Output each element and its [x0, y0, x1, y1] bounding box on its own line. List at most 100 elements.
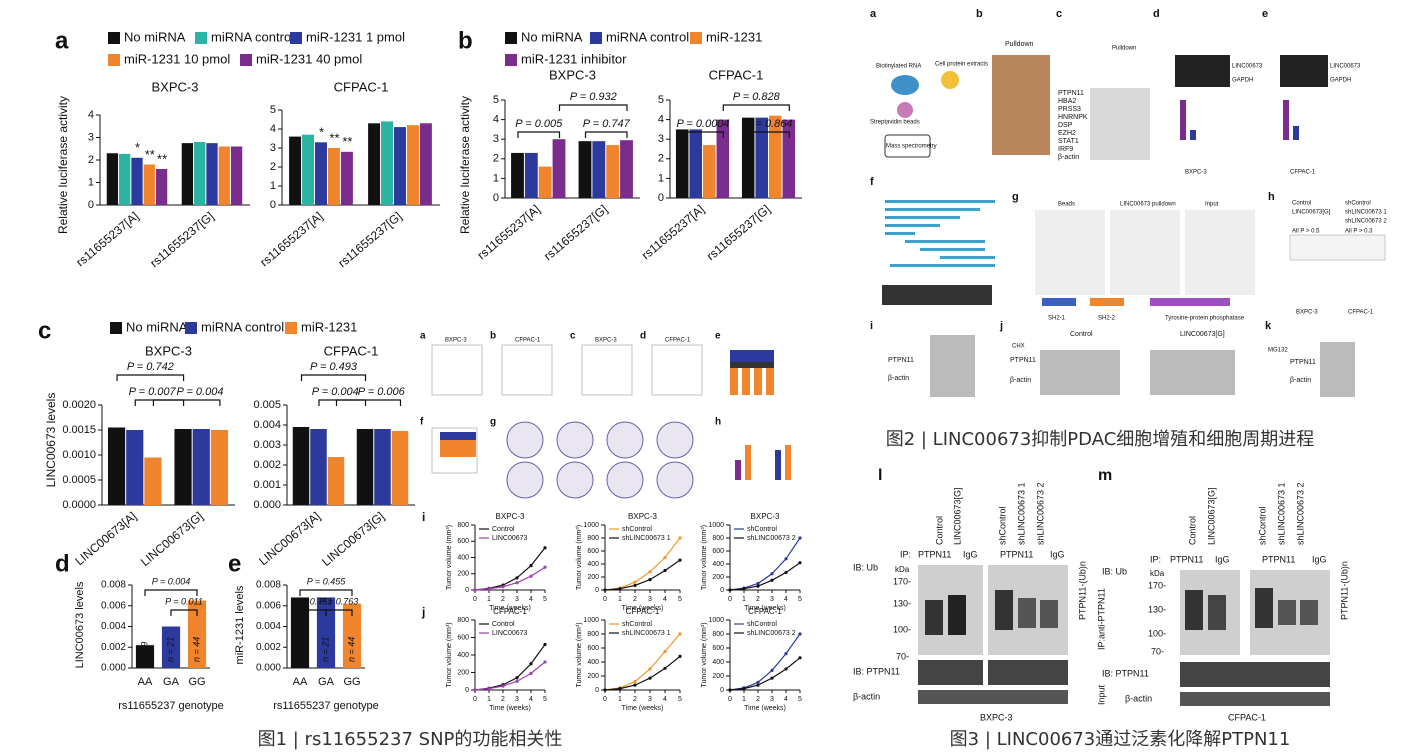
- x-tick-label: LINC00673[A]: [72, 509, 139, 568]
- point: [529, 574, 533, 578]
- point: [501, 585, 505, 589]
- y-tick-label: 1: [658, 172, 664, 184]
- bar: [230, 146, 243, 205]
- label: CFPAC-1: [1228, 712, 1266, 722]
- plate: [606, 421, 644, 459]
- point: [487, 587, 491, 591]
- x-tick-label: 5: [543, 696, 547, 703]
- fig1-stacked-bars: [440, 350, 774, 457]
- bracket: [300, 374, 367, 381]
- x-tick-label: LINC00673[A]: [256, 509, 323, 568]
- point: [633, 583, 637, 588]
- point: [515, 581, 519, 585]
- y-tick-label: 600: [712, 645, 724, 652]
- legend-label: shControl: [747, 526, 777, 533]
- bar: [524, 152, 538, 198]
- bar-label: n = 44: [191, 637, 201, 662]
- x-tick-label: 1: [487, 696, 491, 703]
- point: [543, 642, 547, 647]
- y-tick-label: 400: [587, 561, 599, 568]
- icon: [897, 102, 913, 118]
- y-tick-label: 600: [587, 548, 599, 555]
- caption: 图1 | rs11655237 SNP的功能相关性: [258, 729, 563, 750]
- legend-label: Control: [492, 526, 515, 533]
- label: shLINC00673 2: [1345, 219, 1387, 225]
- x-tick-label: 4: [663, 696, 667, 703]
- blot: [988, 660, 1068, 685]
- y-axis-label: Relative luciferase activity: [56, 96, 70, 234]
- bar: [620, 140, 633, 198]
- x-axis-label: Time (weeks): [622, 705, 664, 712]
- legend-swatch: [505, 54, 517, 66]
- label: β-actin: [1058, 154, 1079, 161]
- panel-label: a: [420, 331, 426, 342]
- label: β-actin: [1290, 377, 1311, 384]
- bar: [126, 430, 144, 505]
- label: IRF9: [1058, 146, 1073, 153]
- panel-label: c: [570, 331, 576, 342]
- thumb-bar: [742, 350, 750, 395]
- panel-label: c: [1056, 8, 1062, 20]
- x-tick-label: 0: [603, 596, 607, 603]
- bar: [675, 129, 689, 198]
- x-tick-label: 3: [648, 596, 652, 603]
- y-tick-label: 0.0015: [62, 424, 96, 436]
- bar: [192, 429, 210, 505]
- label: IgG: [1312, 554, 1327, 564]
- domain: [1090, 298, 1124, 306]
- x-tick-label: 3: [515, 596, 519, 603]
- y-tick-label: 200: [457, 571, 469, 578]
- x-tick-label: 5: [678, 596, 682, 603]
- panel-label: f: [870, 176, 874, 188]
- bar: [135, 645, 155, 668]
- panel-label: i: [422, 510, 425, 524]
- point: [663, 568, 667, 573]
- label: Control: [934, 516, 944, 545]
- y-tick-label: 600: [712, 548, 724, 555]
- label: DSP: [1058, 122, 1073, 129]
- p-value: P = 0.932: [570, 91, 617, 103]
- label: Biotinylated RNA: [876, 64, 921, 70]
- x-tick-label: GG: [188, 676, 205, 688]
- legend-label: Control: [492, 621, 515, 628]
- bar: [1180, 100, 1186, 140]
- bar: [340, 151, 353, 205]
- x-tick-label: rs11655237[G]: [541, 202, 610, 263]
- y-tick-label: 0: [595, 687, 599, 694]
- point: [770, 572, 774, 576]
- y-axis-label: miR-1231 levels: [234, 585, 246, 664]
- p-value: P = 0.004: [312, 386, 359, 398]
- bar: [206, 143, 218, 205]
- p-value: P = 0.004: [152, 576, 190, 586]
- legend-label: shControl: [622, 526, 652, 533]
- series-line: [474, 547, 546, 591]
- x-tick-label: 0: [473, 596, 477, 603]
- x-tick-label: rs11655237[G]: [335, 209, 404, 270]
- point: [648, 676, 652, 680]
- label: Tyrosine-protein phosphatase: [1165, 316, 1245, 322]
- point: [663, 666, 667, 670]
- label: Mass spectrometry: [886, 144, 937, 150]
- series-line: [604, 559, 681, 591]
- label: IB: PTPN11: [1102, 668, 1149, 678]
- point: [618, 687, 622, 691]
- domain: [1042, 298, 1076, 306]
- bracket: [318, 399, 367, 406]
- bar: [342, 603, 362, 668]
- panel-label: j: [421, 605, 425, 619]
- legend-swatch: [108, 32, 120, 44]
- thumb: [431, 344, 483, 396]
- x-tick-label: 3: [770, 696, 774, 703]
- label: PRSS3: [1058, 106, 1081, 113]
- bar-label: n = 21: [320, 637, 330, 662]
- chart-title: CFPAC-1: [748, 607, 782, 616]
- y-tick-label: 0.008: [256, 580, 281, 591]
- bar: [316, 597, 336, 668]
- x-tick-label: 3: [515, 696, 519, 703]
- plate: [656, 461, 694, 499]
- x-tick-label: 2: [756, 596, 760, 603]
- y-tick-label: 1000: [708, 617, 724, 624]
- x-tick-label: 5: [543, 596, 547, 603]
- label: BXPC-3: [595, 338, 617, 344]
- label: 100-: [893, 624, 911, 634]
